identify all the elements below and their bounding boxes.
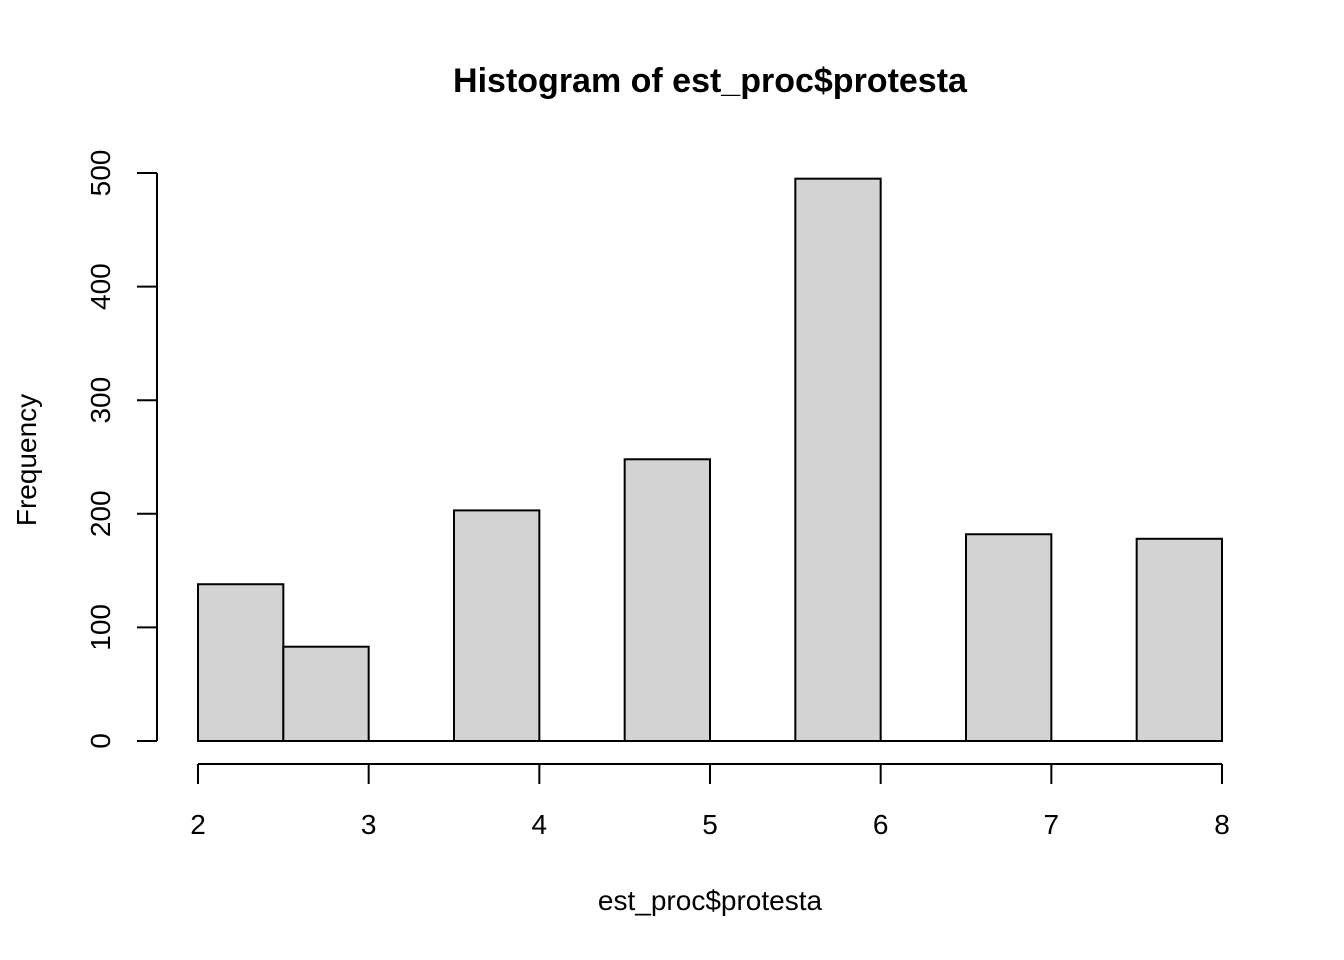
y-tick-label-4: 400 [85, 263, 116, 310]
chart-title: Histogram of est_proc$protesta [453, 62, 968, 100]
x-axis-label: est_proc$protesta [598, 885, 823, 916]
x-tick-label-5: 7 [1044, 809, 1060, 840]
histogram-bar-0 [197, 583, 285, 742]
histogram-bar-1 [282, 645, 370, 742]
y-tick-label-1: 100 [85, 604, 116, 651]
x-tick-label-2: 4 [532, 809, 548, 840]
x-tick-label-6: 8 [1214, 809, 1230, 840]
histogram-bar-7 [794, 177, 882, 742]
histogram-bar-5 [623, 458, 712, 742]
x-tick-label-1: 3 [361, 809, 377, 840]
x-tick-label-3: 5 [702, 809, 718, 840]
y-tick-label-3: 300 [85, 377, 116, 424]
bars-group [197, 177, 1223, 742]
x-axis: 2 3 4 5 6 7 8 [190, 763, 1230, 840]
histogram-bar-9 [965, 533, 1053, 742]
x-tick-label-4: 6 [873, 809, 889, 840]
y-tick-label-2: 200 [85, 490, 116, 537]
y-tick-label-0: 0 [85, 733, 116, 749]
y-axis-label: Frequency [11, 394, 42, 526]
histogram-bar-11 [1135, 537, 1223, 742]
y-tick-label-5: 500 [85, 150, 116, 197]
y-axis: 0 100 200 300 400 500 [85, 150, 158, 749]
x-tick-label-0: 2 [190, 809, 206, 840]
histogram-bar-3 [453, 509, 541, 742]
